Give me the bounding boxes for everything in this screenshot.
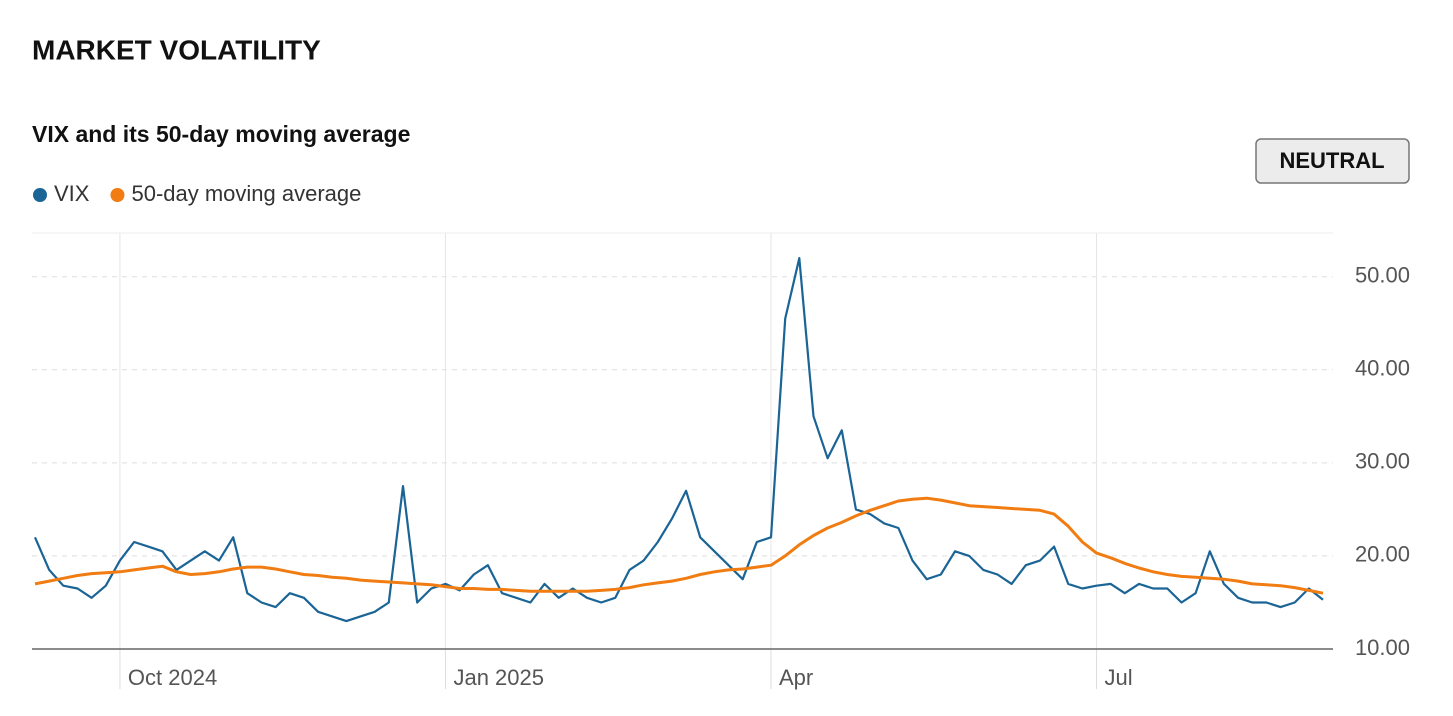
y-tick-label: 30.00 bbox=[1355, 449, 1410, 474]
page-title: MARKET VOLATILITY bbox=[32, 34, 321, 65]
badge-box bbox=[1255, 138, 1410, 184]
legend-marker bbox=[110, 188, 125, 202]
legend-label: 50-day moving average bbox=[131, 181, 361, 206]
x-tick-label: Oct 2024 bbox=[128, 665, 217, 690]
series-line bbox=[33, 257, 1324, 623]
badge-label: NEUTRAL bbox=[1279, 148, 1384, 173]
x-tick-label: Jul bbox=[1105, 665, 1133, 690]
series-line bbox=[34, 496, 1324, 595]
x-tick-label: Apr bbox=[779, 665, 813, 690]
y-tick-label: 10.00 bbox=[1355, 635, 1410, 660]
legend-marker bbox=[33, 188, 47, 202]
y-tick-label: 40.00 bbox=[1355, 356, 1410, 381]
chart-title: VIX and its 50-day moving average bbox=[32, 121, 410, 147]
x-tick-label: Jan 2025 bbox=[453, 665, 544, 690]
y-tick-label: 20.00 bbox=[1355, 542, 1410, 567]
legend-label: VIX bbox=[54, 181, 90, 206]
y-tick-label: 50.00 bbox=[1355, 263, 1410, 288]
badge: NEUTRAL bbox=[1255, 138, 1410, 184]
